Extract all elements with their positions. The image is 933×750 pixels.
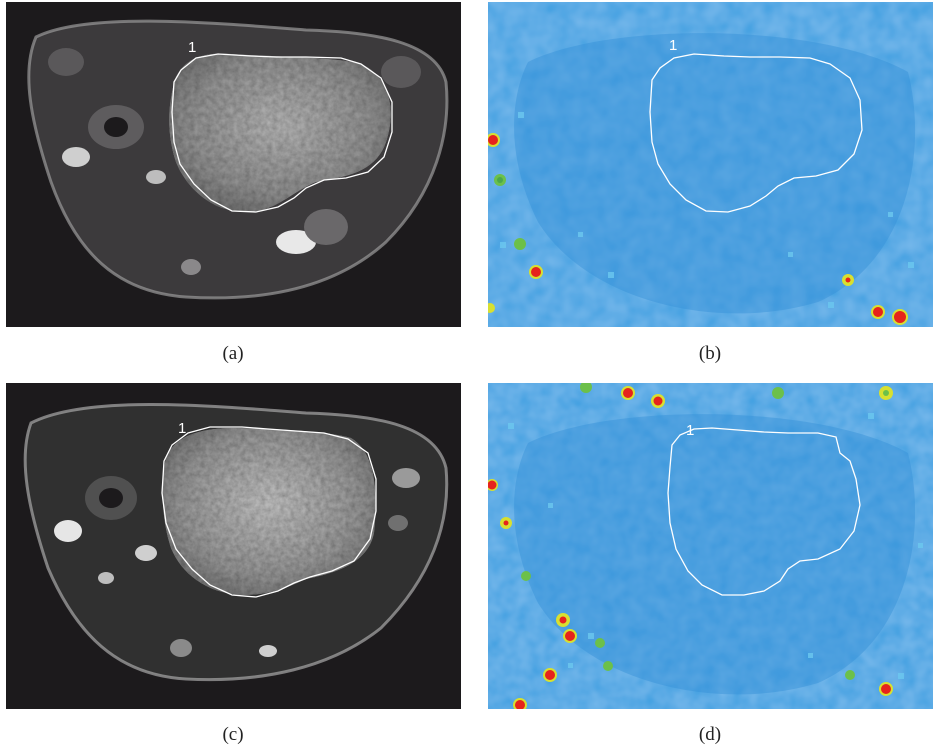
mri-image-c: 1 — [6, 383, 461, 709]
roi-label-b: 1 — [669, 37, 677, 54]
parametric-map-d: 1 — [488, 383, 933, 709]
roi-label-c: 1 — [178, 420, 186, 437]
roi-label-d: 1 — [686, 422, 694, 439]
caption-a: (a) — [222, 343, 244, 364]
mri-image-a: 1 — [6, 2, 461, 327]
caption-c: (c) — [222, 724, 244, 745]
parametric-map-b: 1 — [488, 2, 933, 327]
panel-c-mri-image: 1 — [6, 383, 461, 709]
roi-label-a: 1 — [188, 39, 196, 56]
caption-b: (b) — [698, 343, 722, 364]
panel-a-mri-image: 1 — [6, 2, 461, 327]
panel-d-parametric-map: 1 — [488, 383, 933, 709]
panel-b-parametric-map: 1 — [488, 2, 933, 327]
caption-d: (d) — [698, 724, 722, 745]
